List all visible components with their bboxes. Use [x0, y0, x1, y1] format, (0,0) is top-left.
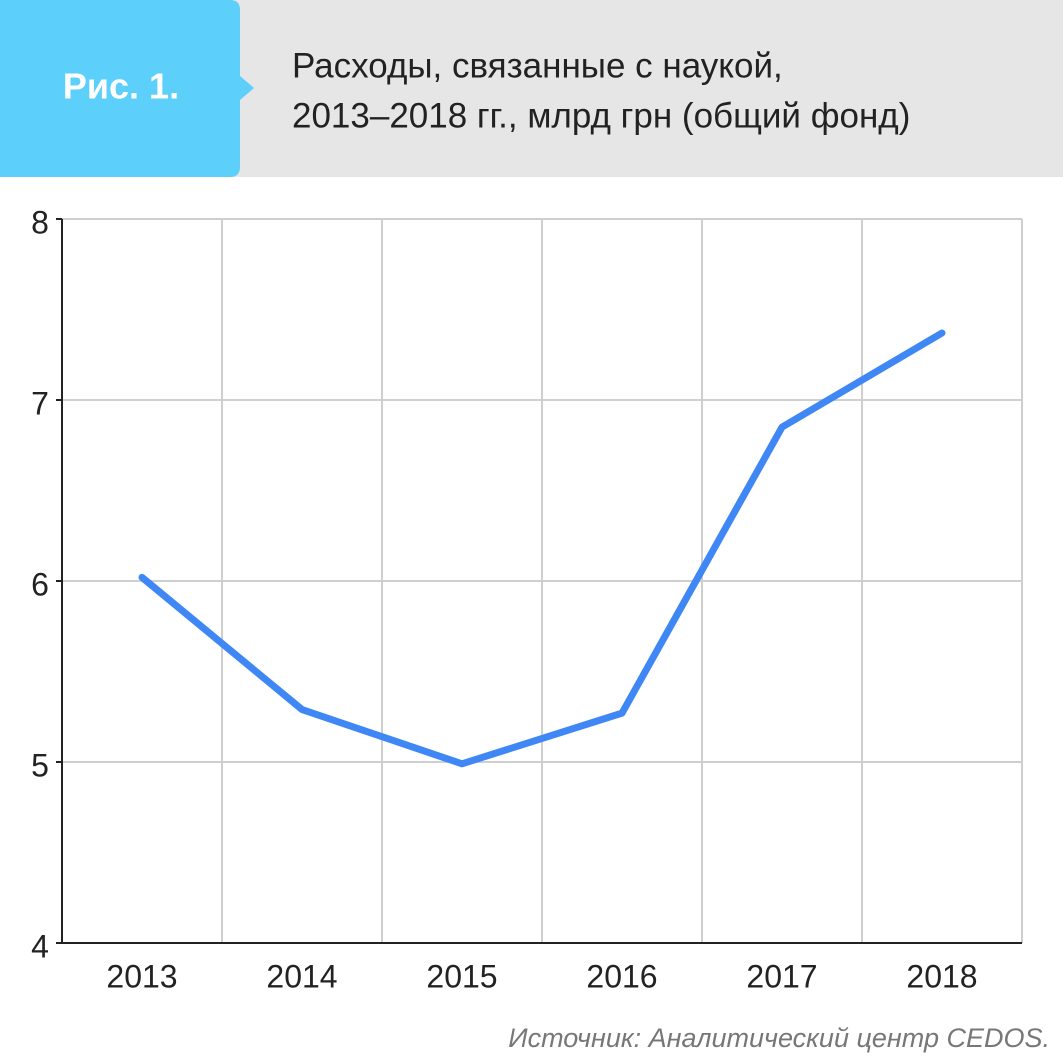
x-tick-label: 2017 [746, 958, 817, 994]
chart-title: 2013–2018 гг., млрд грн (общий фонд) [292, 96, 910, 135]
x-tick-label: 2013 [106, 958, 177, 994]
x-tick-label: 2014 [266, 958, 337, 994]
chart-title: Расходы, связанные с наукой, [292, 46, 783, 85]
x-tick-label: 2015 [426, 958, 497, 994]
y-tick-label: 4 [31, 928, 49, 964]
x-tick-label: 2016 [586, 958, 657, 994]
source-note: Источник: Аналитический центр CEDOS. [508, 1023, 1050, 1053]
data-line [138, 329, 946, 768]
x-tick-label: 2018 [906, 958, 977, 994]
y-tick-label: 5 [31, 747, 49, 783]
y-tick-label: 8 [31, 204, 49, 240]
figure-tab [0, 0, 254, 177]
figure-label: Рис. 1. [63, 66, 179, 107]
y-tick-label: 6 [31, 566, 49, 602]
y-tick-label: 7 [31, 385, 49, 421]
